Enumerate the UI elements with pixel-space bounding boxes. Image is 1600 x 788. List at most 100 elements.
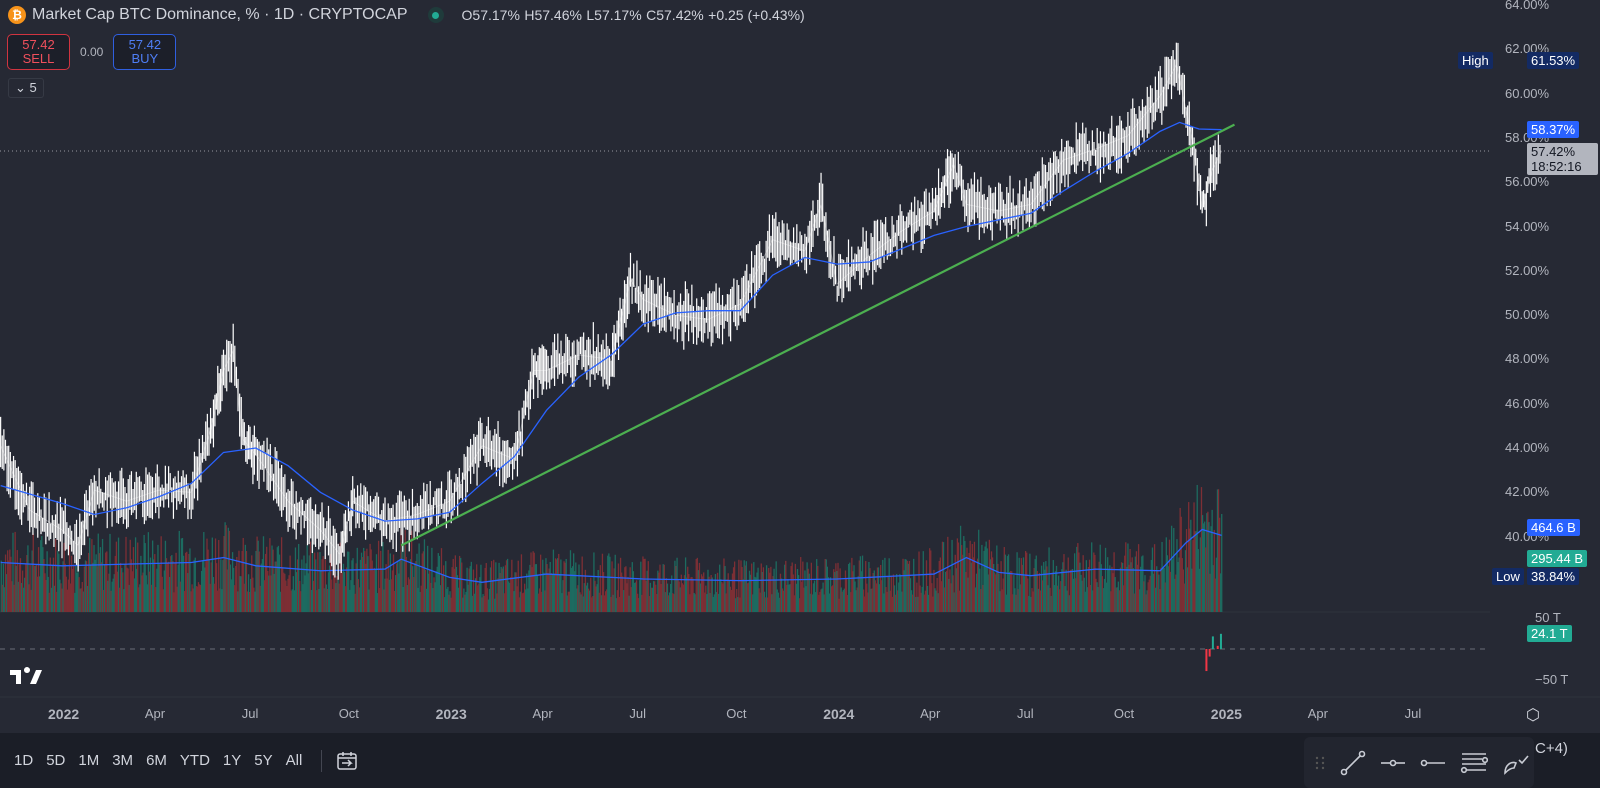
volume-bar bbox=[104, 564, 106, 612]
symbol-title[interactable]: Market Cap BTC Dominance, % · 1D · CRYPT… bbox=[32, 6, 408, 23]
volume-bar bbox=[1101, 576, 1104, 612]
volume-bar bbox=[123, 589, 125, 612]
volume-bar bbox=[133, 578, 136, 612]
volume-bar bbox=[305, 563, 307, 612]
volume-bar bbox=[1131, 557, 1133, 612]
volume-bar bbox=[853, 565, 855, 612]
x-tick-label: 2025 bbox=[1210, 706, 1242, 722]
market-status-icon[interactable] bbox=[427, 7, 444, 23]
volume-bar bbox=[721, 582, 723, 612]
volume-bar bbox=[994, 572, 996, 612]
volume-bar bbox=[1022, 557, 1025, 612]
volume-bar bbox=[408, 579, 411, 612]
fib-retracement-tool-icon[interactable] bbox=[1460, 750, 1488, 776]
volume-bar bbox=[1103, 578, 1106, 612]
range-1y[interactable]: 1Y bbox=[222, 752, 242, 769]
range-5d[interactable]: 5D bbox=[46, 752, 66, 769]
volume-bar bbox=[523, 583, 526, 612]
volume-bar bbox=[735, 598, 737, 612]
range-all[interactable]: All bbox=[285, 752, 303, 769]
brush-tool-icon[interactable] bbox=[1502, 750, 1530, 776]
volume-bar bbox=[1166, 555, 1169, 612]
volume-bar bbox=[1060, 581, 1062, 612]
goto-date-icon[interactable] bbox=[336, 751, 358, 771]
volume-bar bbox=[1206, 513, 1208, 612]
volume-bar bbox=[342, 563, 345, 612]
volume-bar bbox=[182, 555, 185, 612]
volume-bar bbox=[429, 569, 431, 612]
volume-bar bbox=[138, 587, 140, 612]
volume-bar bbox=[29, 564, 31, 612]
indicator-count: 5 bbox=[29, 80, 37, 95]
horizontal-line-tool-icon[interactable] bbox=[1380, 750, 1406, 776]
volume-bar bbox=[546, 564, 548, 612]
volume-bar bbox=[1087, 566, 1090, 612]
volume-bar bbox=[414, 563, 416, 612]
volume-bar bbox=[93, 545, 95, 612]
range-1m[interactable]: 1M bbox=[78, 752, 100, 769]
volume-bar bbox=[40, 540, 42, 612]
volume-bar bbox=[1174, 578, 1176, 612]
volume-bar bbox=[892, 574, 895, 612]
range-1d[interactable]: 1D bbox=[14, 752, 34, 769]
volume-bar bbox=[106, 551, 108, 612]
volume-bar bbox=[545, 558, 547, 612]
volume-bar bbox=[359, 559, 362, 612]
price-chart[interactable] bbox=[0, 0, 1600, 733]
volume-bar bbox=[957, 542, 960, 612]
volume-bar bbox=[380, 550, 382, 612]
timezone-label[interactable]: C+4) bbox=[1535, 740, 1568, 757]
volume-bar bbox=[898, 582, 900, 612]
volume-bar bbox=[118, 587, 121, 612]
volume-bar bbox=[1210, 526, 1212, 612]
volume-bar bbox=[134, 537, 137, 612]
volume-bar bbox=[67, 579, 70, 612]
volume-bar bbox=[618, 596, 621, 612]
volume-bar bbox=[181, 537, 184, 612]
volume-bar bbox=[602, 572, 605, 612]
volume-bar bbox=[92, 562, 94, 612]
volume-bar bbox=[991, 557, 994, 612]
range-ytd[interactable]: YTD bbox=[179, 752, 210, 769]
volume-bar bbox=[553, 573, 556, 612]
volume-bar bbox=[189, 548, 191, 612]
volume-bar bbox=[1129, 548, 1131, 612]
volume-bar bbox=[1083, 577, 1085, 612]
volume-bar bbox=[776, 589, 778, 612]
volume-bar bbox=[198, 584, 201, 612]
volume-bar bbox=[569, 550, 572, 612]
volume-bar bbox=[819, 591, 821, 612]
volume-bar bbox=[547, 573, 549, 612]
indicators-toggle[interactable]: ⌄ 5 bbox=[8, 78, 44, 98]
volume-bar bbox=[448, 594, 450, 612]
volume-bar bbox=[629, 567, 631, 612]
volume-bar bbox=[188, 553, 190, 612]
volume-bar bbox=[457, 587, 460, 612]
volume-bar bbox=[938, 561, 940, 612]
horizontal-ray-tool-icon[interactable] bbox=[1420, 750, 1446, 776]
volume-bar bbox=[973, 541, 976, 612]
buy-button[interactable]: 57.42 BUY bbox=[113, 34, 177, 70]
volume-bar bbox=[1124, 555, 1126, 612]
drag-handle-icon[interactable] bbox=[1314, 753, 1326, 773]
buy-price: 57.42 bbox=[128, 37, 162, 52]
volume-bar bbox=[930, 550, 932, 612]
volume-bar bbox=[818, 594, 820, 612]
volume-bar bbox=[620, 572, 623, 612]
volume-bar bbox=[971, 544, 973, 612]
range-5y[interactable]: 5Y bbox=[254, 752, 273, 769]
x-tick-label: 2024 bbox=[823, 706, 855, 722]
range-3m[interactable]: 3M bbox=[112, 752, 134, 769]
volume-bar bbox=[317, 552, 319, 612]
volume-bar bbox=[740, 560, 742, 612]
range-6m[interactable]: 6M bbox=[146, 752, 167, 769]
volume-bar bbox=[21, 570, 24, 612]
sell-button[interactable]: 57.42 SELL bbox=[7, 34, 70, 70]
volume-bar bbox=[397, 560, 399, 612]
trend-line-tool-icon[interactable] bbox=[1340, 750, 1366, 776]
volume-bar bbox=[626, 583, 628, 612]
settings-icon[interactable]: ⬡ bbox=[1526, 707, 1540, 724]
volume-bar bbox=[1033, 568, 1035, 612]
volume-bar bbox=[493, 559, 495, 612]
volume-bar bbox=[1029, 553, 1031, 612]
